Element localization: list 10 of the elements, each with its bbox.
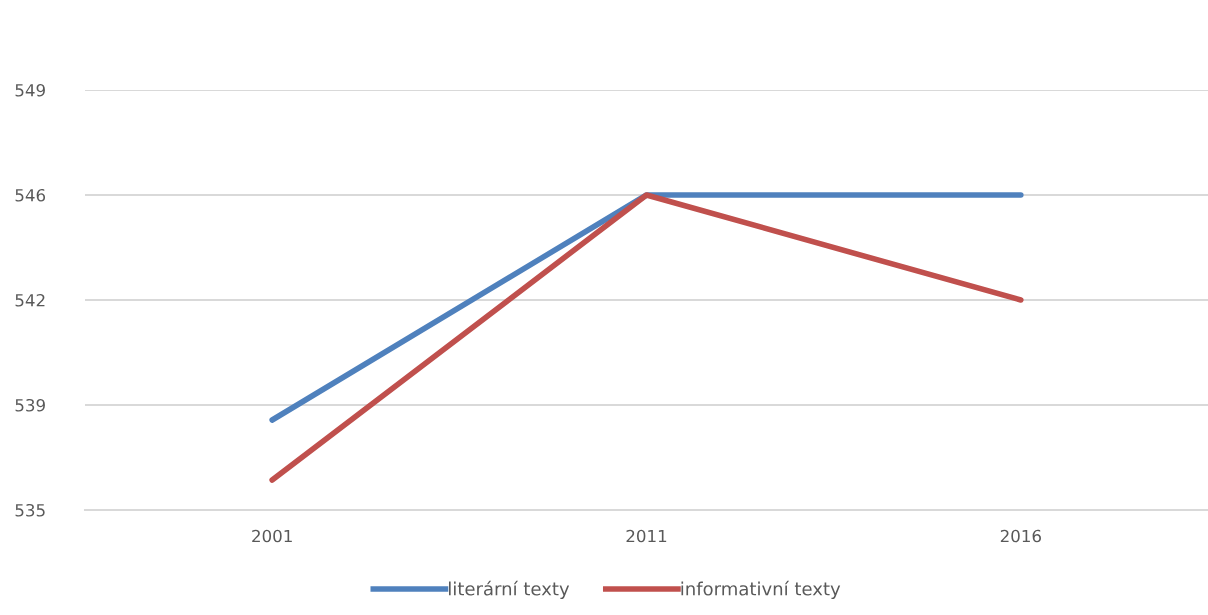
y-tick-label: 542 <box>15 293 45 307</box>
y-tick-label: 546 <box>15 188 46 202</box>
x-tick-label: 2011 <box>626 529 667 543</box>
legend-label: literární texty <box>449 580 570 600</box>
legend-label: informativní texty <box>681 580 841 600</box>
x-tick-label: 2016 <box>1000 529 1041 543</box>
x-tick-label: 2001 <box>252 529 292 543</box>
y-tick-label: 539 <box>15 398 45 412</box>
y-tick-label: 549 <box>15 83 45 97</box>
y-tick-label: 535 <box>15 503 45 517</box>
